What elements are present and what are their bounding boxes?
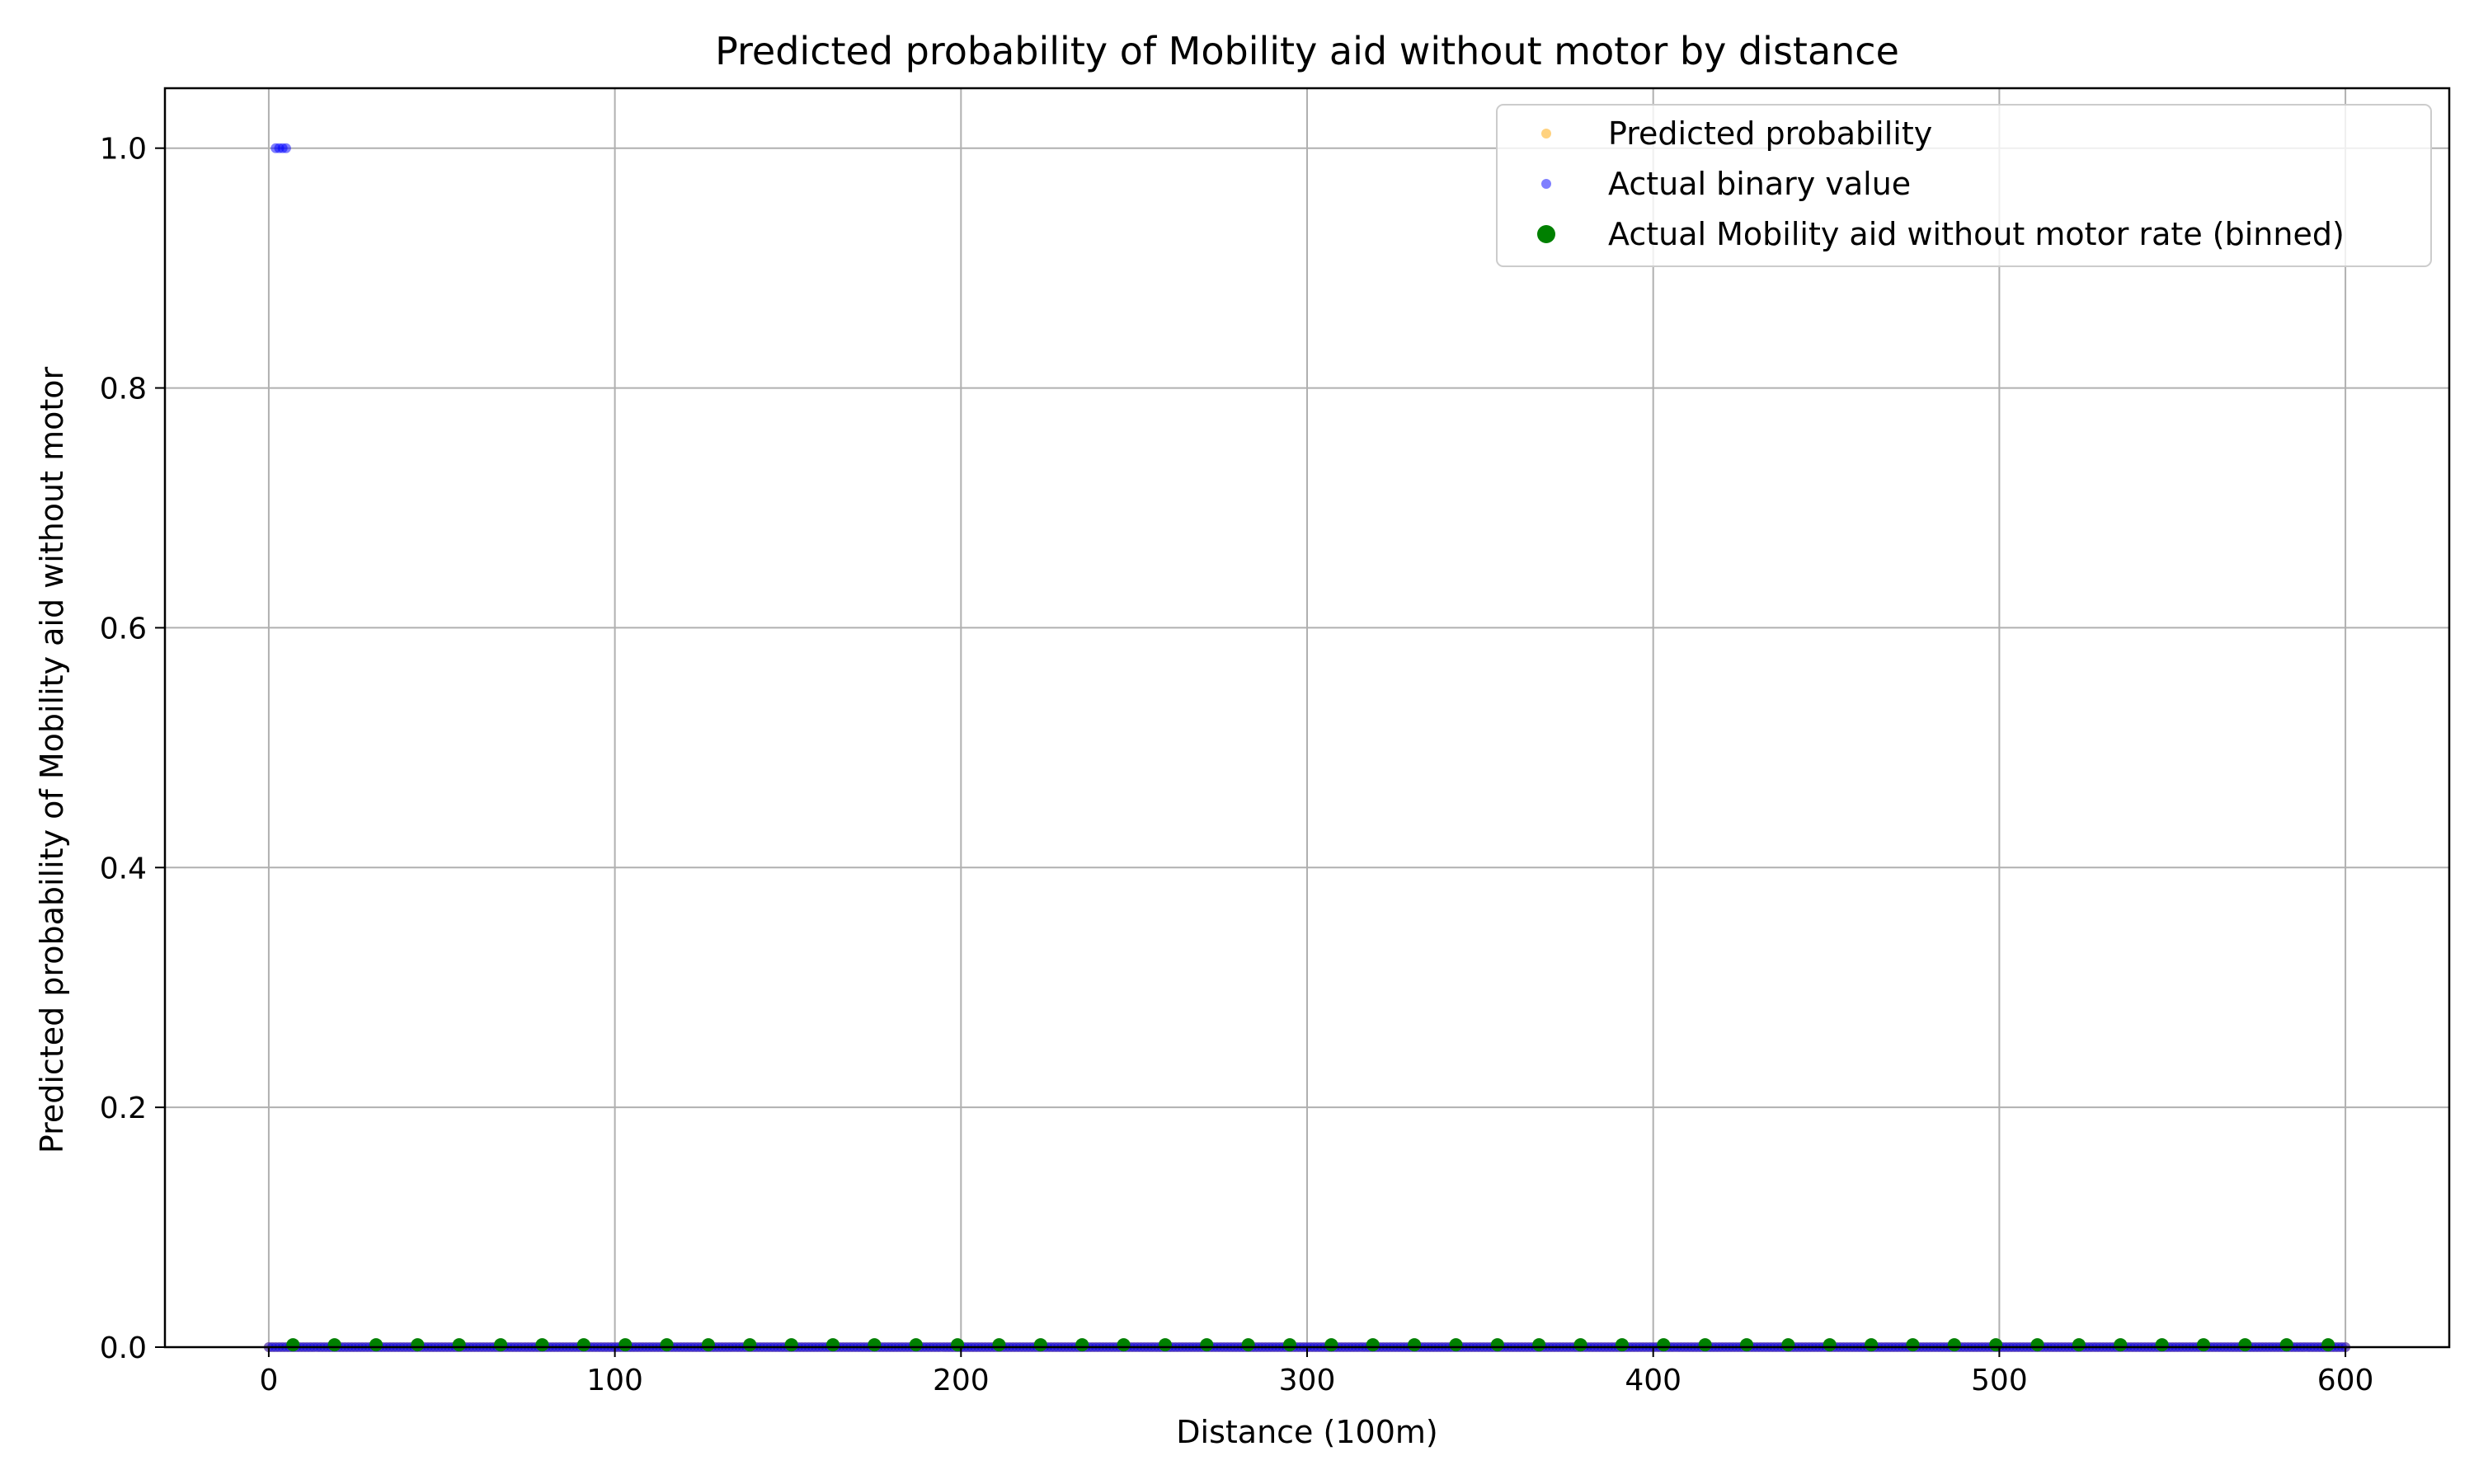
- y-tick-label: 0.2: [100, 1092, 147, 1125]
- scatter-point: [1740, 1338, 1754, 1352]
- scatter-point: [1823, 1338, 1837, 1352]
- legend-marker: [1541, 179, 1551, 189]
- scatter-point: [826, 1338, 840, 1352]
- scatter-point: [1117, 1338, 1131, 1352]
- scatter-point: [2072, 1338, 2086, 1352]
- scatter-point: [286, 1338, 300, 1352]
- scatter-point: [1989, 1338, 2003, 1352]
- scatter-point: [1490, 1338, 1504, 1352]
- x-tick-label: 500: [1971, 1364, 2028, 1397]
- scatter-point: [618, 1338, 633, 1352]
- x-tick-label: 200: [933, 1364, 990, 1397]
- axes: 0 100 200 300 400 500 600 0.0 0.2 0.4 0.6 0.8 1.0: [100, 133, 2374, 1397]
- scatter-point: [701, 1338, 715, 1352]
- scatter-point: [1781, 1338, 1795, 1352]
- legend-box: [1496, 104, 2432, 267]
- scatter-point: [1657, 1338, 1671, 1352]
- scatter-point: [2114, 1338, 2128, 1352]
- legend-marker: [1537, 225, 1555, 243]
- y-tick-label: 0.4: [100, 852, 147, 885]
- legend: Predicted probability Actual binary value…: [1496, 104, 2432, 267]
- scatter-point: [1033, 1338, 1047, 1352]
- scatter-point: [2279, 1338, 2293, 1352]
- y-tick-label: 0.6: [100, 612, 147, 646]
- y-tick-label: 0.8: [100, 373, 147, 406]
- scatter-point: [369, 1338, 383, 1352]
- scatter-point: [1324, 1338, 1338, 1352]
- scatter-point: [494, 1338, 508, 1352]
- legend-label: Actual Mobility aid without motor rate (…: [1608, 216, 2345, 252]
- chart-title: Predicted probability of Mobility aid wi…: [715, 29, 1899, 73]
- y-tick-label: 0.0: [100, 1331, 147, 1365]
- x-axis-title: Distance (100m): [1176, 1414, 1437, 1450]
- scatter-point: [951, 1338, 965, 1352]
- scatter-point: [992, 1338, 1006, 1352]
- x-tick-label: 600: [2317, 1364, 2374, 1397]
- scatter-point: [1698, 1338, 1712, 1352]
- scatter-point: [1865, 1338, 1879, 1352]
- legend-label: Predicted probability: [1608, 115, 1932, 152]
- scatter-point: [1241, 1338, 1255, 1352]
- scatter-point: [1158, 1338, 1172, 1352]
- scatter-point: [1906, 1338, 1920, 1352]
- scatter-point: [784, 1338, 798, 1352]
- scatter-point: [1532, 1338, 1546, 1352]
- scatter-point: [2238, 1338, 2252, 1352]
- y-axis-title: Predicted probability of Mobility aid wi…: [34, 366, 70, 1153]
- scatter-point: [2155, 1338, 2169, 1352]
- scatter-point: [660, 1338, 674, 1352]
- scatter-point: [1075, 1338, 1089, 1352]
- scatter-point: [2197, 1338, 2211, 1352]
- scatter-point: [2030, 1338, 2044, 1352]
- scatter-point: [1283, 1338, 1297, 1352]
- scatter-point: [1449, 1338, 1463, 1352]
- scatter-point: [535, 1338, 549, 1352]
- x-tick-label: 100: [586, 1364, 643, 1397]
- scatter-point: [1408, 1338, 1422, 1352]
- scatter-point: [1615, 1338, 1629, 1352]
- scatter-point: [452, 1338, 466, 1352]
- scatter-point: [909, 1338, 923, 1352]
- legend-marker: [1541, 129, 1551, 139]
- scatter-point: [2321, 1338, 2335, 1352]
- scatter-point: [280, 143, 291, 153]
- scatter-point: [1573, 1338, 1587, 1352]
- scatter-point: [743, 1338, 757, 1352]
- legend-label: Actual binary value: [1608, 166, 1911, 202]
- x-tick-label: 0: [259, 1364, 278, 1397]
- scatter-point: [576, 1338, 590, 1352]
- scatter-point: [411, 1338, 425, 1352]
- scatter-point: [868, 1338, 882, 1352]
- x-tick-label: 400: [1625, 1364, 1681, 1397]
- scatter-point: [1947, 1338, 1961, 1352]
- scatter-point: [1366, 1338, 1380, 1352]
- scatter-point: [1200, 1338, 1214, 1352]
- scatter-point: [327, 1338, 341, 1352]
- y-tick-label: 1.0: [100, 133, 147, 167]
- x-tick-label: 300: [1279, 1364, 1336, 1397]
